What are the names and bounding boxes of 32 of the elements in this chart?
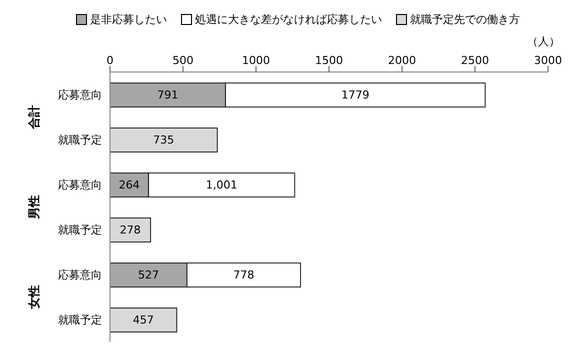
x-tick-label: 500 xyxy=(172,54,194,67)
y-tick-label: 就職予定 xyxy=(58,313,102,326)
y-tick-label: 応募意向 xyxy=(58,178,102,192)
y-tick-label: 就職予定 xyxy=(58,133,102,146)
text: 男性 xyxy=(27,195,41,220)
data-label: 1,001 xyxy=(206,178,238,192)
data-label: 791 xyxy=(157,88,178,102)
x-tick-label: 3000 xyxy=(534,54,562,67)
data-label: 1779 xyxy=(341,88,370,102)
bar xyxy=(110,218,151,242)
text: 女性 xyxy=(27,285,41,310)
data-label: 527 xyxy=(138,268,159,282)
data-label: 264 xyxy=(118,178,140,192)
data-label: 735 xyxy=(153,134,174,146)
x-tick-label: 2000 xyxy=(388,54,416,67)
y-tick-label: 就職予定 xyxy=(58,223,102,236)
x-tick-label: 1000 xyxy=(242,54,270,67)
y-tick-label: 応募意向 xyxy=(58,88,102,102)
legend-label: 処遇に大きな差がなければ応募したい xyxy=(195,12,382,27)
text: 合計 xyxy=(27,105,41,130)
x-axis-title: （人） xyxy=(527,34,560,49)
legend-label: 是非応募したい xyxy=(90,12,167,27)
bar xyxy=(110,128,218,152)
x-tick-label: 0 xyxy=(106,54,114,67)
x-tick-label: 2500 xyxy=(461,54,489,67)
y-tick-label: 応募意向 xyxy=(58,268,102,282)
data-label: 457 xyxy=(132,314,154,326)
legend-label: 就職予定先での働き方 xyxy=(410,12,520,27)
data-label: 778 xyxy=(233,268,254,282)
x-tick-label: 1500 xyxy=(315,54,343,67)
bar xyxy=(110,308,178,332)
data-label: 278 xyxy=(120,224,141,236)
